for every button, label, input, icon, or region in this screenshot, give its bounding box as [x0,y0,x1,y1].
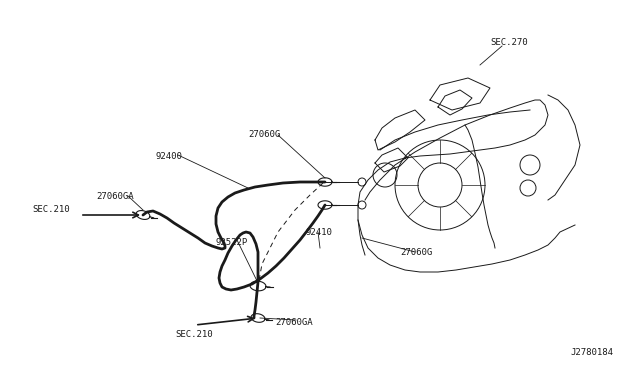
Text: SEC.210: SEC.210 [32,205,70,214]
Text: J2780184: J2780184 [570,348,613,357]
Text: 27060G: 27060G [248,130,280,139]
Text: 92400: 92400 [155,152,182,161]
Text: 92522P: 92522P [215,238,247,247]
Text: 92410: 92410 [305,228,332,237]
Text: 27060G: 27060G [400,248,432,257]
Text: SEC.210: SEC.210 [175,330,212,339]
Text: 27060GA: 27060GA [275,318,312,327]
Text: SEC.270: SEC.270 [490,38,527,47]
Text: 27060GA: 27060GA [96,192,134,201]
